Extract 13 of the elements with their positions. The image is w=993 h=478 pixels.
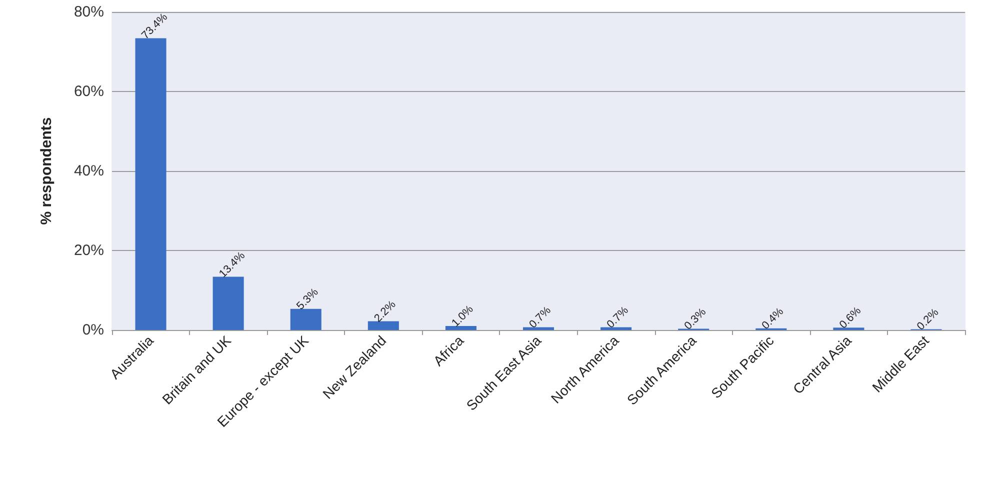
bar — [600, 327, 632, 330]
bar — [445, 326, 476, 330]
bar — [368, 321, 399, 330]
y-tick-label: 60% — [74, 83, 104, 100]
y-tick-label: 80% — [74, 4, 104, 20]
y-tick-label: 20% — [74, 242, 104, 259]
bar — [212, 276, 244, 330]
bar — [290, 308, 322, 330]
y-axis-title: % respondents — [38, 117, 55, 225]
y-tick-label: 0% — [82, 322, 104, 338]
y-tick-label: 40% — [74, 162, 104, 180]
bar — [135, 38, 166, 330]
bar — [522, 327, 554, 330]
